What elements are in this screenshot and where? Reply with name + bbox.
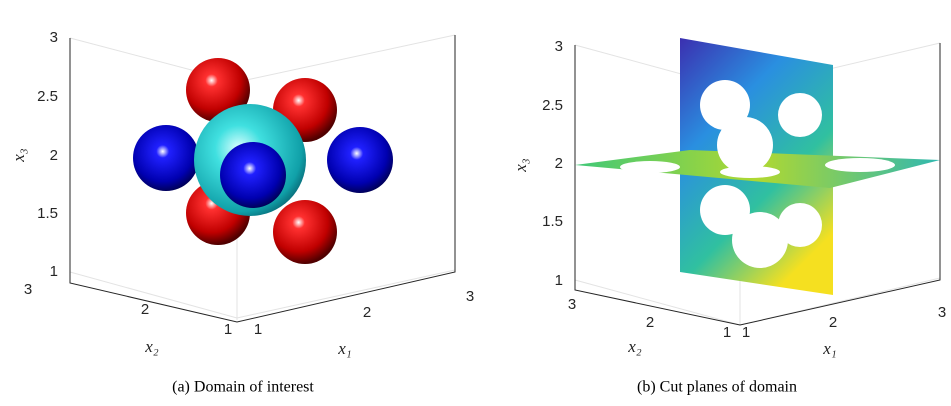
z-tick-label: 3 xyxy=(555,38,563,55)
panel-b-frame xyxy=(574,38,941,326)
z-tick-label: 2 xyxy=(555,155,563,172)
z-tick-label: 1.5 xyxy=(542,213,563,230)
x1-tick-label: 3 xyxy=(466,288,474,305)
z-tick-label: 2.5 xyxy=(37,88,58,105)
z-tick-label: 1 xyxy=(555,272,563,289)
x1-tick-label: 1 xyxy=(742,324,750,341)
z-tick-label: 1.5 xyxy=(37,205,58,222)
z-tick-label: 2.5 xyxy=(542,97,563,114)
x1-axis-label: x₁ xyxy=(337,339,351,358)
x1-tick-label: 2 xyxy=(363,304,371,321)
x1-axis-label: x₁ xyxy=(822,339,836,358)
x2-tick-label: 2 xyxy=(141,301,149,318)
x2-tick-label: 1 xyxy=(224,321,232,338)
x2-tick-label: 3 xyxy=(24,281,32,298)
z-axis-label: x₃ xyxy=(511,158,530,173)
x1-tick-label: 1 xyxy=(254,321,262,338)
panel-a-frame xyxy=(69,34,456,323)
z-tick-label: 1 xyxy=(50,263,58,280)
x2-axis-label: x₂ xyxy=(144,337,159,356)
x2-tick-label: 3 xyxy=(568,296,576,313)
x1-tick-label: 3 xyxy=(938,304,946,321)
x2-tick-label: 1 xyxy=(723,324,731,341)
caption: (b) Cut planes of domain xyxy=(637,379,797,396)
z-tick-label: 3 xyxy=(50,29,58,46)
x2-axis-label: x₂ xyxy=(627,337,642,356)
x1-tick-label: 2 xyxy=(829,314,837,331)
z-tick-label: 2 xyxy=(50,147,58,164)
caption: (a) Domain of interest xyxy=(172,379,314,396)
x2-tick-label: 2 xyxy=(646,314,654,331)
z-axis-label: x₃ xyxy=(9,148,28,163)
